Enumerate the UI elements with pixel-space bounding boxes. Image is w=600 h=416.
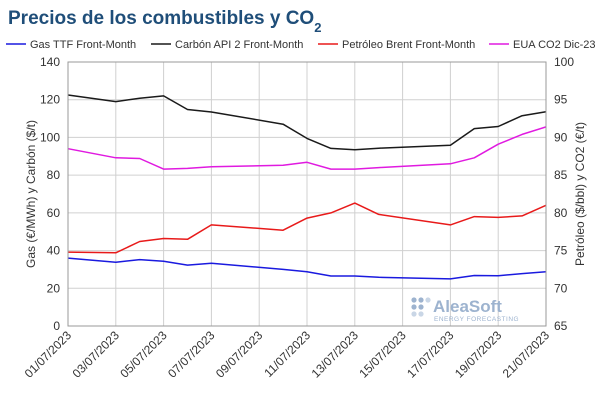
legend-label: EUA CO2 Dic-23 (513, 39, 596, 51)
chart-title: Precios de los combustibles y CO2 (8, 8, 321, 35)
left-axis-tick-label: 40 (47, 244, 61, 258)
right-axis-tick-label: 100 (554, 55, 574, 69)
right-axis-tick-label: 85 (554, 168, 568, 182)
x-axis-tick-label: 19/07/2023 (452, 328, 505, 381)
left-axis-ticks: 0 20 40 60 80 100 120 140 (40, 55, 60, 333)
legend-item: Gas TTF Front-Month (6, 39, 136, 51)
series-layer (67, 94, 547, 280)
legend-item: Petróleo Brent Front-Month (318, 39, 475, 51)
left-axis-tick-label: 0 (53, 319, 60, 333)
right-axis-tick-label: 65 (554, 319, 568, 333)
aleasoft-logo-icon (411, 297, 431, 317)
x-axis-tick-label: 21/07/2023 (500, 328, 553, 381)
x-axis-tick-label: 01/07/2023 (22, 328, 75, 381)
chart-title-subscript: 2 (314, 20, 321, 35)
right-axis-ticks: 65 70 75 80 85 90 95 100 (554, 55, 574, 333)
right-axis-tick-label: 80 (554, 206, 568, 220)
watermark-name: AleaSoft (433, 297, 502, 316)
right-axis-tick-label: 70 (554, 281, 568, 295)
watermark: AleaSoft ENERGY FORECASTING (411, 297, 519, 323)
left-axis-tick-label: 60 (47, 206, 61, 220)
watermark-tagline: ENERGY FORECASTING (434, 316, 519, 323)
left-axis-tick-label: 20 (47, 281, 61, 295)
series-line-carb-n-api-2-front-month (67, 94, 547, 151)
left-axis-tick-label: 100 (40, 130, 60, 144)
series-line-petr-leo-brent-front-month (67, 202, 547, 254)
legend-label: Carbón API 2 Front-Month (175, 39, 303, 51)
grid (67, 61, 547, 327)
x-axis-tick-label: 13/07/2023 (309, 328, 362, 381)
right-axis-title: Petróleo ($/bbl) y CO2 (€/t) (573, 122, 587, 266)
legend-label: Petróleo Brent Front-Month (342, 39, 475, 51)
right-axis-tick-label: 75 (554, 244, 568, 258)
x-axis-tick-label: 03/07/2023 (70, 328, 123, 381)
plot-frame (67, 61, 547, 327)
left-axis-tick-label: 120 (40, 93, 60, 107)
series-line-gas-ttf-front-month (67, 257, 547, 280)
left-axis-tick-label: 140 (40, 55, 60, 69)
right-axis-tick-label: 90 (554, 130, 568, 144)
left-axis-tick-label: 80 (47, 168, 61, 182)
x-axis-ticks: 01/07/202303/07/202305/07/202307/07/2023… (22, 328, 553, 381)
legend-item: EUA CO2 Dic-23 (489, 39, 596, 51)
x-axis-tick-label: 07/07/2023 (165, 328, 218, 381)
x-axis-tick-label: 17/07/2023 (404, 328, 457, 381)
x-axis-tick-label: 15/07/2023 (356, 328, 409, 381)
legend-label: Gas TTF Front-Month (30, 39, 136, 51)
x-axis-tick-label: 09/07/2023 (213, 328, 266, 381)
legend-item: Carbón API 2 Front-Month (151, 39, 303, 51)
right-axis-tick-label: 95 (554, 93, 568, 107)
x-axis-tick-label: 11/07/2023 (261, 328, 313, 380)
x-axis-tick-label: 05/07/2023 (117, 328, 170, 381)
chart-title-main: Precios de los combustibles y CO (8, 8, 314, 29)
series-line-eua-co2-dic-23 (67, 126, 547, 170)
legend: Gas TTF Front-Month Carbón API 2 Front-Mo… (6, 39, 596, 51)
left-axis-title: Gas (€/MWh) y Carbón ($/t) (24, 120, 38, 268)
